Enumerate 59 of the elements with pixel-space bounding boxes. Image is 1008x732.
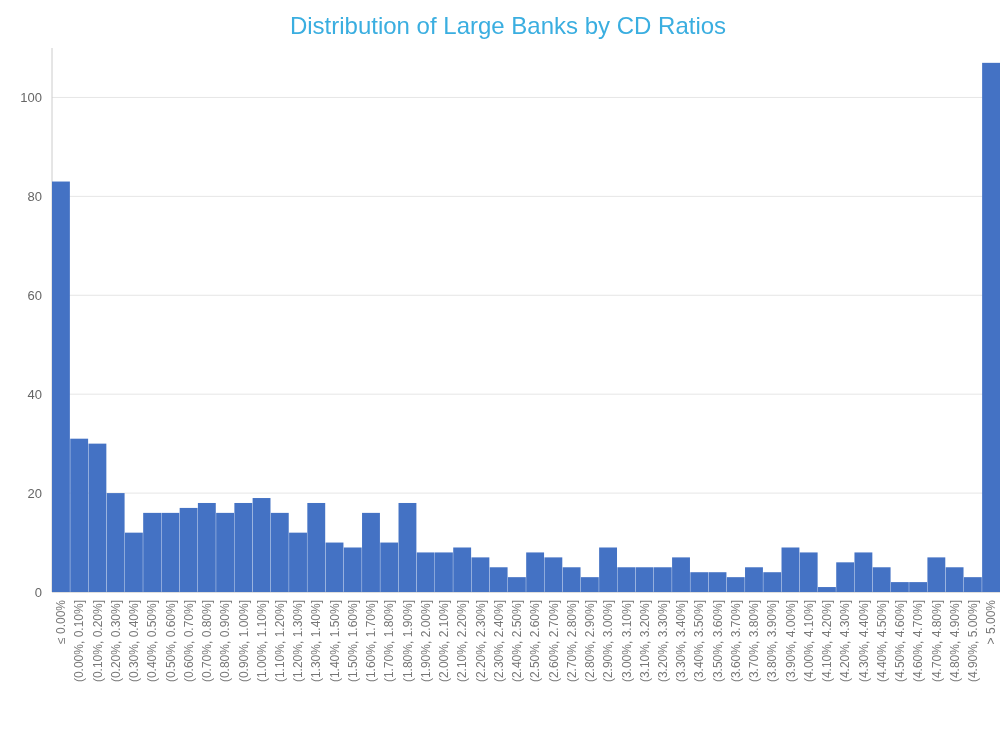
x-tick-label: (4.90%, 5.00%] <box>966 600 981 683</box>
x-tick-label: (3.60%, 3.70%] <box>728 600 743 683</box>
x-tick-label: (0.30%, 0.40%] <box>127 600 142 683</box>
x-tick-label: (0.10%, 0.20%] <box>90 600 105 683</box>
x-tick-label: (3.20%, 3.30%] <box>655 600 670 683</box>
x-tick-label: (1.00%, 1.10%] <box>254 600 269 683</box>
x-tick-label: (2.90%, 3.00%] <box>601 600 616 683</box>
x-tick-label: (0.70%, 0.80%] <box>200 600 215 683</box>
x-tick-label: (4.10%, 4.20%] <box>820 600 835 683</box>
x-tick-label: (3.90%, 4.00%] <box>783 600 798 683</box>
x-tick-label: (4.40%, 4.50%] <box>874 600 889 683</box>
x-tick-label: (1.60%, 1.70%] <box>364 600 379 683</box>
x-tick-label: (0.20%, 0.30%] <box>108 600 123 683</box>
x-tick-label: (3.40%, 3.50%] <box>692 600 707 683</box>
x-tick-label: (3.10%, 3.20%] <box>637 600 652 683</box>
x-tick-label: (1.20%, 1.30%] <box>291 600 306 683</box>
x-tick-label: (2.00%, 2.10%] <box>437 600 452 683</box>
x-tick-label: (0.60%, 0.70%] <box>181 600 196 683</box>
x-tick-label: (4.20%, 4.30%] <box>838 600 853 683</box>
x-tick-label: (3.50%, 3.60%] <box>710 600 725 683</box>
x-tick-label: (1.50%, 1.60%] <box>345 600 360 683</box>
y-tick-label: 20 <box>27 485 42 501</box>
x-tick-label: (2.50%, 2.60%] <box>528 600 543 683</box>
x-tick-label: (1.10%, 1.20%] <box>272 600 287 683</box>
x-tick-label: (2.80%, 2.90%] <box>583 600 598 683</box>
chart-title: Distribution of Large Banks by CD Ratios <box>289 12 727 39</box>
x-tick-label: (2.40%, 2.50%] <box>510 600 525 683</box>
x-tick-label: ≤ 0.00% <box>54 599 69 644</box>
x-tick-label: (0.50%, 0.60%] <box>163 600 178 683</box>
x-tick-label: (2.60%, 2.70%] <box>546 600 561 683</box>
x-tick-label: (2.10%, 2.20%] <box>455 600 470 683</box>
y-tick-label: 0 <box>34 584 42 600</box>
y-tick-label: 100 <box>20 90 42 105</box>
x-tick-label: (3.80%, 3.90%] <box>765 600 780 683</box>
x-tick-label: (2.70%, 2.80%] <box>564 600 579 683</box>
x-tick-label: (4.50%, 4.60%] <box>893 600 908 683</box>
x-tick-label: (3.00%, 3.10%] <box>619 600 634 683</box>
x-tick-label: (4.30%, 4.40%] <box>856 600 871 683</box>
x-tick-label: (4.70%, 4.80%] <box>929 600 944 683</box>
x-tick-label: (1.30%, 1.40%] <box>309 600 324 683</box>
x-tick-label: (2.20%, 2.30%] <box>473 600 488 683</box>
y-tick-label: 40 <box>27 386 42 402</box>
y-tick-label: 80 <box>27 188 42 204</box>
x-tick-label: (1.80%, 1.90%] <box>400 600 415 683</box>
x-tick-label: (1.40%, 1.50%] <box>327 600 342 683</box>
x-tick-label: (3.70%, 3.80%] <box>747 600 762 683</box>
x-tick-label: (0.40%, 0.50%] <box>145 600 160 683</box>
x-tick-label: (0.90%, 1.00%] <box>236 600 251 683</box>
x-tick-label: (1.70%, 1.80%] <box>382 600 397 683</box>
x-tick-label: (0.00%, 0.10%] <box>72 600 87 683</box>
x-tick-label: (2.30%, 2.40%] <box>491 600 506 683</box>
x-tick-label: (4.00%, 4.10%] <box>801 600 816 683</box>
y-tick-label: 60 <box>27 287 42 303</box>
x-tick-label: (1.90%, 2.00%] <box>418 600 433 683</box>
x-tick-label: (4.60%, 4.70%] <box>911 600 926 683</box>
x-tick-label: (0.80%, 0.90%] <box>218 600 233 683</box>
x-tick-label: (3.30%, 3.40%] <box>674 600 689 683</box>
x-tick-label: > 5.00% <box>984 599 999 645</box>
x-tick-label: (4.80%, 4.90%] <box>947 600 962 683</box>
